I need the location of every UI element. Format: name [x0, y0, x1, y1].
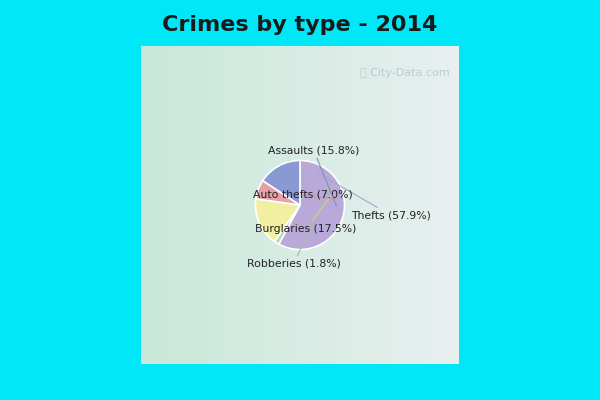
Text: Burglaries (17.5%): Burglaries (17.5%)	[256, 192, 357, 234]
Text: Thefts (57.9%): Thefts (57.9%)	[317, 173, 431, 220]
Text: ⓘ City-Data.com: ⓘ City-Data.com	[360, 68, 449, 78]
Text: Auto thefts (7.0%): Auto thefts (7.0%)	[253, 190, 353, 200]
Wedge shape	[256, 199, 300, 242]
Text: Assaults (15.8%): Assaults (15.8%)	[268, 145, 359, 206]
Text: Robberies (1.8%): Robberies (1.8%)	[247, 186, 341, 268]
Wedge shape	[256, 181, 300, 205]
Wedge shape	[279, 160, 344, 250]
Text: Crimes by type - 2014: Crimes by type - 2014	[163, 15, 437, 35]
Wedge shape	[263, 160, 300, 205]
Wedge shape	[275, 205, 300, 244]
